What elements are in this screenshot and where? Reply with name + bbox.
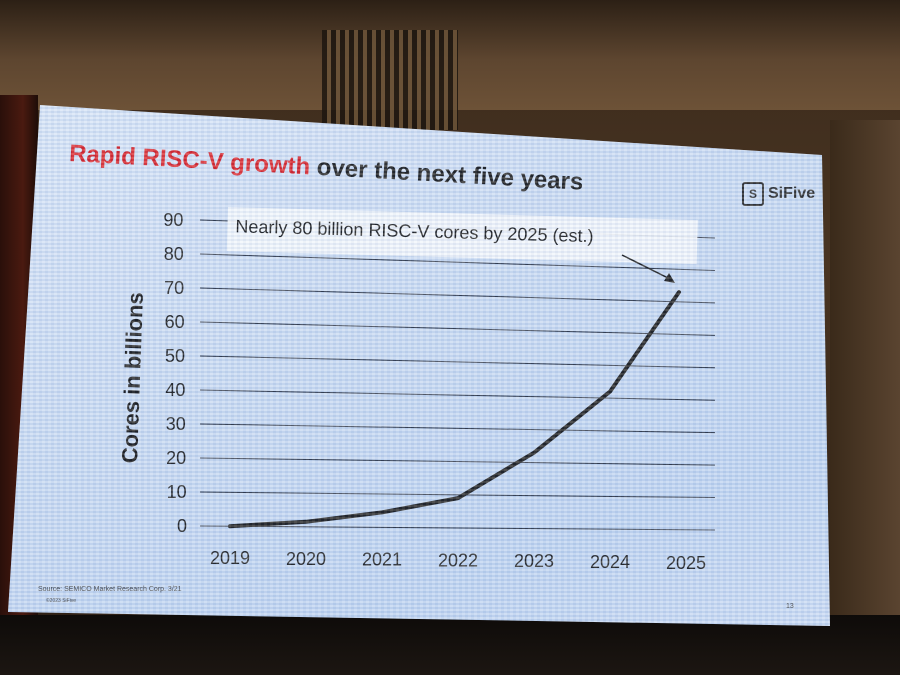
y-tick-label: 70	[164, 278, 184, 298]
grid-line	[199, 355, 716, 369]
grid-line	[199, 423, 716, 434]
annotation-box	[226, 207, 698, 265]
grid-line	[199, 491, 716, 499]
ceiling-vent	[322, 30, 458, 130]
y-axis-ticks: 0 10 20 30 40 50 60 70 80 90	[163, 210, 187, 536]
annotation-arrow	[621, 254, 673, 281]
annotation-arrowhead	[664, 273, 675, 283]
page-number: 13	[786, 603, 794, 610]
x-tick-label: 2019	[210, 548, 250, 568]
y-axis-label: Cores in billions	[117, 292, 148, 464]
x-tick-label: 2022	[438, 550, 478, 570]
grid-line	[199, 253, 716, 271]
grid-line	[199, 321, 716, 336]
grid-line	[199, 525, 716, 531]
y-tick-label: 30	[166, 414, 186, 434]
x-tick-label: 2025	[666, 553, 706, 573]
y-tick-label: 10	[167, 482, 187, 502]
sifive-logo: S SiFive	[742, 182, 815, 206]
logo-text: SiFive	[768, 185, 816, 202]
source-note: Source: SEMICO Market Research Corp. 3/2…	[38, 586, 182, 593]
floor	[0, 615, 900, 675]
grid-lines	[199, 219, 716, 531]
y-tick-label: 20	[166, 448, 186, 468]
y-tick-label: 90	[163, 210, 183, 230]
x-tick-label: 2023	[514, 551, 554, 571]
grid-line	[199, 457, 716, 466]
x-axis-ticks: 2019 2020 2021 2022 2023 2024 2025	[210, 548, 706, 573]
y-tick-label: 0	[177, 516, 187, 536]
y-tick-label: 80	[164, 244, 184, 264]
y-tick-label: 50	[165, 346, 185, 366]
grid-line	[199, 389, 716, 401]
copyright-note: ©2023 SiFive	[46, 598, 77, 604]
y-tick-label: 40	[165, 380, 185, 400]
sifive-logo-icon: S	[742, 182, 764, 206]
y-tick-label: 60	[165, 312, 185, 332]
series-line	[228, 290, 681, 529]
grid-line	[199, 287, 716, 304]
x-tick-label: 2021	[362, 550, 402, 570]
x-tick-label: 2024	[590, 552, 630, 572]
right-pillar	[830, 120, 900, 630]
x-tick-label: 2020	[286, 549, 326, 569]
